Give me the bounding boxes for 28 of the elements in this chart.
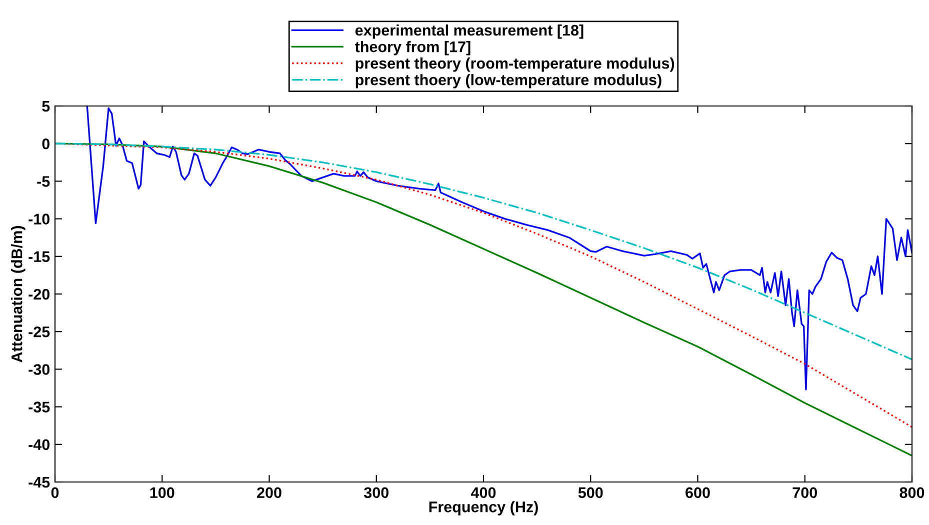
y-tick-label: -40	[28, 439, 50, 450]
line-series	[55, 142, 912, 360]
x-tick-label: 800	[900, 487, 924, 498]
x-tick-label: 400	[470, 487, 496, 498]
x-tick-label: 200	[257, 487, 282, 498]
x-tick-label: 0	[51, 487, 59, 498]
legend-label: theory from [17]	[355, 40, 470, 56]
x-tick-label: 100	[150, 487, 174, 498]
legend-label: experimental measurement [18]	[355, 24, 584, 39]
y-tick-label: -20	[28, 288, 50, 300]
y-tick-label: 0	[42, 138, 50, 150]
line-series	[86, 106, 912, 390]
x-tick-label: 500	[578, 487, 603, 498]
legend-label: present thoery (low-temperature modulus)	[356, 74, 662, 88]
x-tick-label: 300	[364, 487, 388, 498]
y-tick-label: -35	[28, 402, 50, 413]
y-tick-label: -45	[28, 477, 50, 488]
y-tick-label: -5	[37, 176, 50, 187]
y-tick-label: 5	[42, 101, 50, 112]
y-tick-label: -25	[28, 326, 50, 338]
x-tick-label: 700	[792, 487, 817, 498]
y-tick-label: -15	[28, 251, 50, 262]
x-axis-title: Frequency (Hz)	[429, 501, 538, 516]
y-tick-label: -10	[28, 214, 50, 224]
x-tick-label: 600	[686, 487, 710, 498]
y-tick-label: -30	[28, 364, 50, 375]
y-axis-title: Attenuation (dB/m)	[11, 226, 26, 362]
legend-label: present theory (room-temperature modulus)	[356, 58, 674, 72]
